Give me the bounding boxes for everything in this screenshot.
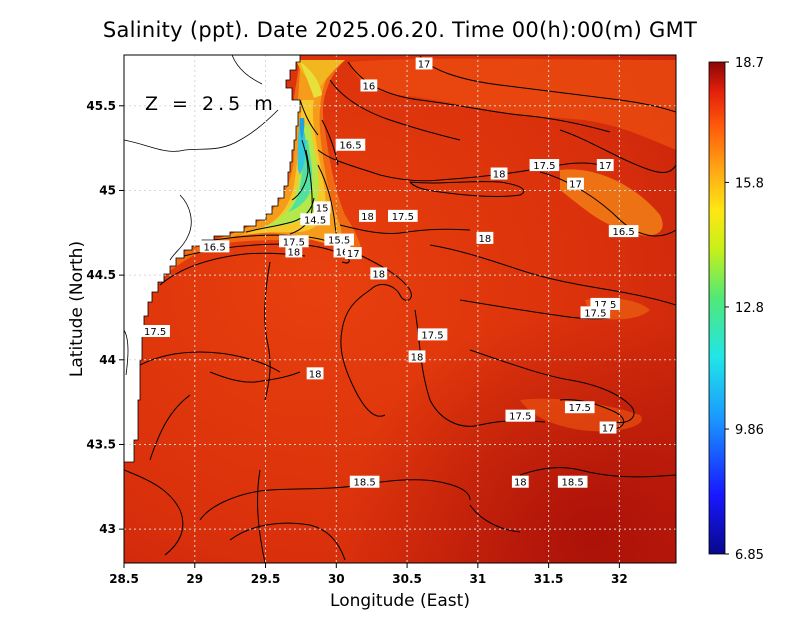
y-tick-label: 43.5	[86, 437, 116, 451]
y-tick-label: 43	[99, 522, 116, 536]
svg-text:14.5: 14.5	[304, 215, 326, 226]
y-tick-label: 45	[99, 183, 116, 197]
contour-label: 17.5	[417, 328, 448, 341]
contour-label: 18	[306, 367, 324, 380]
svg-text:17.5: 17.5	[584, 308, 606, 319]
x-tick-label: 32	[611, 572, 628, 586]
svg-text:16: 16	[362, 81, 375, 92]
contour-label: 17	[567, 177, 584, 191]
contour-label: 16.5	[608, 225, 639, 238]
contour-lines	[124, 55, 676, 563]
contour-label: 18	[476, 231, 494, 245]
contour-label: 17.5	[279, 235, 309, 248]
contour-label: 18	[408, 350, 426, 363]
x-tick-label: 29.5	[251, 572, 281, 586]
y-tick-label: 44.5	[86, 268, 116, 282]
svg-text:16.5: 16.5	[203, 242, 225, 253]
contour-label: 17	[344, 247, 362, 260]
svg-text:18.5: 18.5	[353, 478, 375, 489]
plot-frame	[123, 54, 677, 564]
svg-text:18: 18	[479, 234, 492, 245]
x-tick-label: 30	[328, 572, 345, 586]
x-tick-label: 31.5	[534, 572, 564, 586]
contour-label: 17	[599, 421, 617, 435]
colorbar-tick-label: 12.8	[735, 301, 764, 316]
colorbar-tick-label: 9.86	[735, 423, 764, 438]
y-axis-label: Latitude (North)	[67, 241, 87, 377]
contour-label: 18	[285, 245, 303, 258]
x-tick-label: 31	[469, 572, 486, 586]
contour-label: 17.5	[140, 325, 170, 338]
contour-label: 16.5	[335, 138, 366, 152]
svg-text:16.5: 16.5	[339, 141, 361, 152]
x-tick-label: 28.5	[109, 572, 139, 586]
svg-text:18: 18	[361, 212, 374, 223]
contour-label: 16.5	[199, 240, 230, 253]
svg-text:18: 18	[514, 478, 527, 489]
svg-text:17.5: 17.5	[509, 412, 531, 423]
contour-label: 18.5	[557, 475, 588, 489]
svg-text:18: 18	[411, 352, 424, 363]
svg-text:18.5: 18.5	[562, 478, 584, 489]
contour-label: 18.5	[349, 475, 380, 489]
grid-lines	[124, 55, 676, 563]
svg-text:17: 17	[599, 161, 612, 172]
x-tick-label: 30.5	[392, 572, 422, 586]
contour-label: 17.5	[580, 306, 611, 319]
contour-label: 17.5	[529, 159, 560, 172]
contour-label: 16	[360, 79, 378, 92]
colorbar-tick-label: 18.7	[735, 56, 764, 71]
svg-text:15.5: 15.5	[328, 236, 350, 247]
contour-label: 18	[370, 267, 388, 280]
x-axis-label: Longitude (East)	[330, 591, 470, 611]
contour-label: 17.5	[505, 409, 536, 423]
contour-label: 17	[415, 57, 433, 70]
colorbar-tick-label: 6.85	[735, 548, 764, 563]
colorbar	[708, 61, 726, 555]
x-tick-label: 29	[186, 572, 203, 586]
contour-label: 17.5	[564, 401, 595, 414]
contour-label: 17.5	[388, 209, 418, 223]
contour-label: 15	[313, 201, 331, 214]
svg-text:18: 18	[493, 170, 506, 181]
contour-label: 18	[359, 209, 376, 223]
svg-text:17.5: 17.5	[533, 161, 555, 172]
contour-label: 18	[511, 475, 529, 489]
x-axis-ticks: 28.5 29 29.5 30 30.5 31 31.5 32	[109, 563, 628, 586]
contour-label: 15.5	[324, 233, 354, 247]
svg-text:17.5: 17.5	[594, 300, 616, 311]
svg-text:17: 17	[602, 424, 615, 435]
svg-text:17.5: 17.5	[421, 330, 443, 341]
contour-label: 14.5	[300, 213, 330, 226]
svg-text:17.5: 17.5	[392, 212, 414, 223]
y-tick-label: 44	[99, 353, 116, 367]
svg-text:18: 18	[372, 269, 385, 280]
svg-text:16: 16	[336, 247, 349, 258]
svg-text:16.5: 16.5	[612, 227, 634, 238]
svg-text:17.5: 17.5	[283, 237, 305, 248]
y-axis-ticks: 43 43.5 44 44.5 45 45.5	[86, 99, 124, 536]
colorbar-ticks: 18.7 15.8 12.8 9.86 6.85	[725, 56, 764, 563]
svg-text:18: 18	[287, 247, 300, 258]
contour-label: 17	[596, 159, 614, 172]
svg-text:15: 15	[316, 203, 329, 214]
depth-label: Z = 2.5 m	[145, 93, 277, 115]
svg-text:18: 18	[309, 369, 322, 380]
svg-text:17.5: 17.5	[144, 327, 166, 338]
svg-text:17.5: 17.5	[569, 403, 591, 414]
chart-title: Salinity (ppt). Date 2025.06.20. Time 00…	[102, 18, 698, 42]
contour-label: 18	[490, 167, 508, 181]
y-tick-label: 45.5	[86, 99, 116, 113]
svg-text:17: 17	[569, 180, 582, 191]
colorbar-tick-label: 15.8	[735, 176, 764, 191]
svg-text:17: 17	[418, 59, 431, 70]
svg-text:17: 17	[347, 249, 360, 260]
